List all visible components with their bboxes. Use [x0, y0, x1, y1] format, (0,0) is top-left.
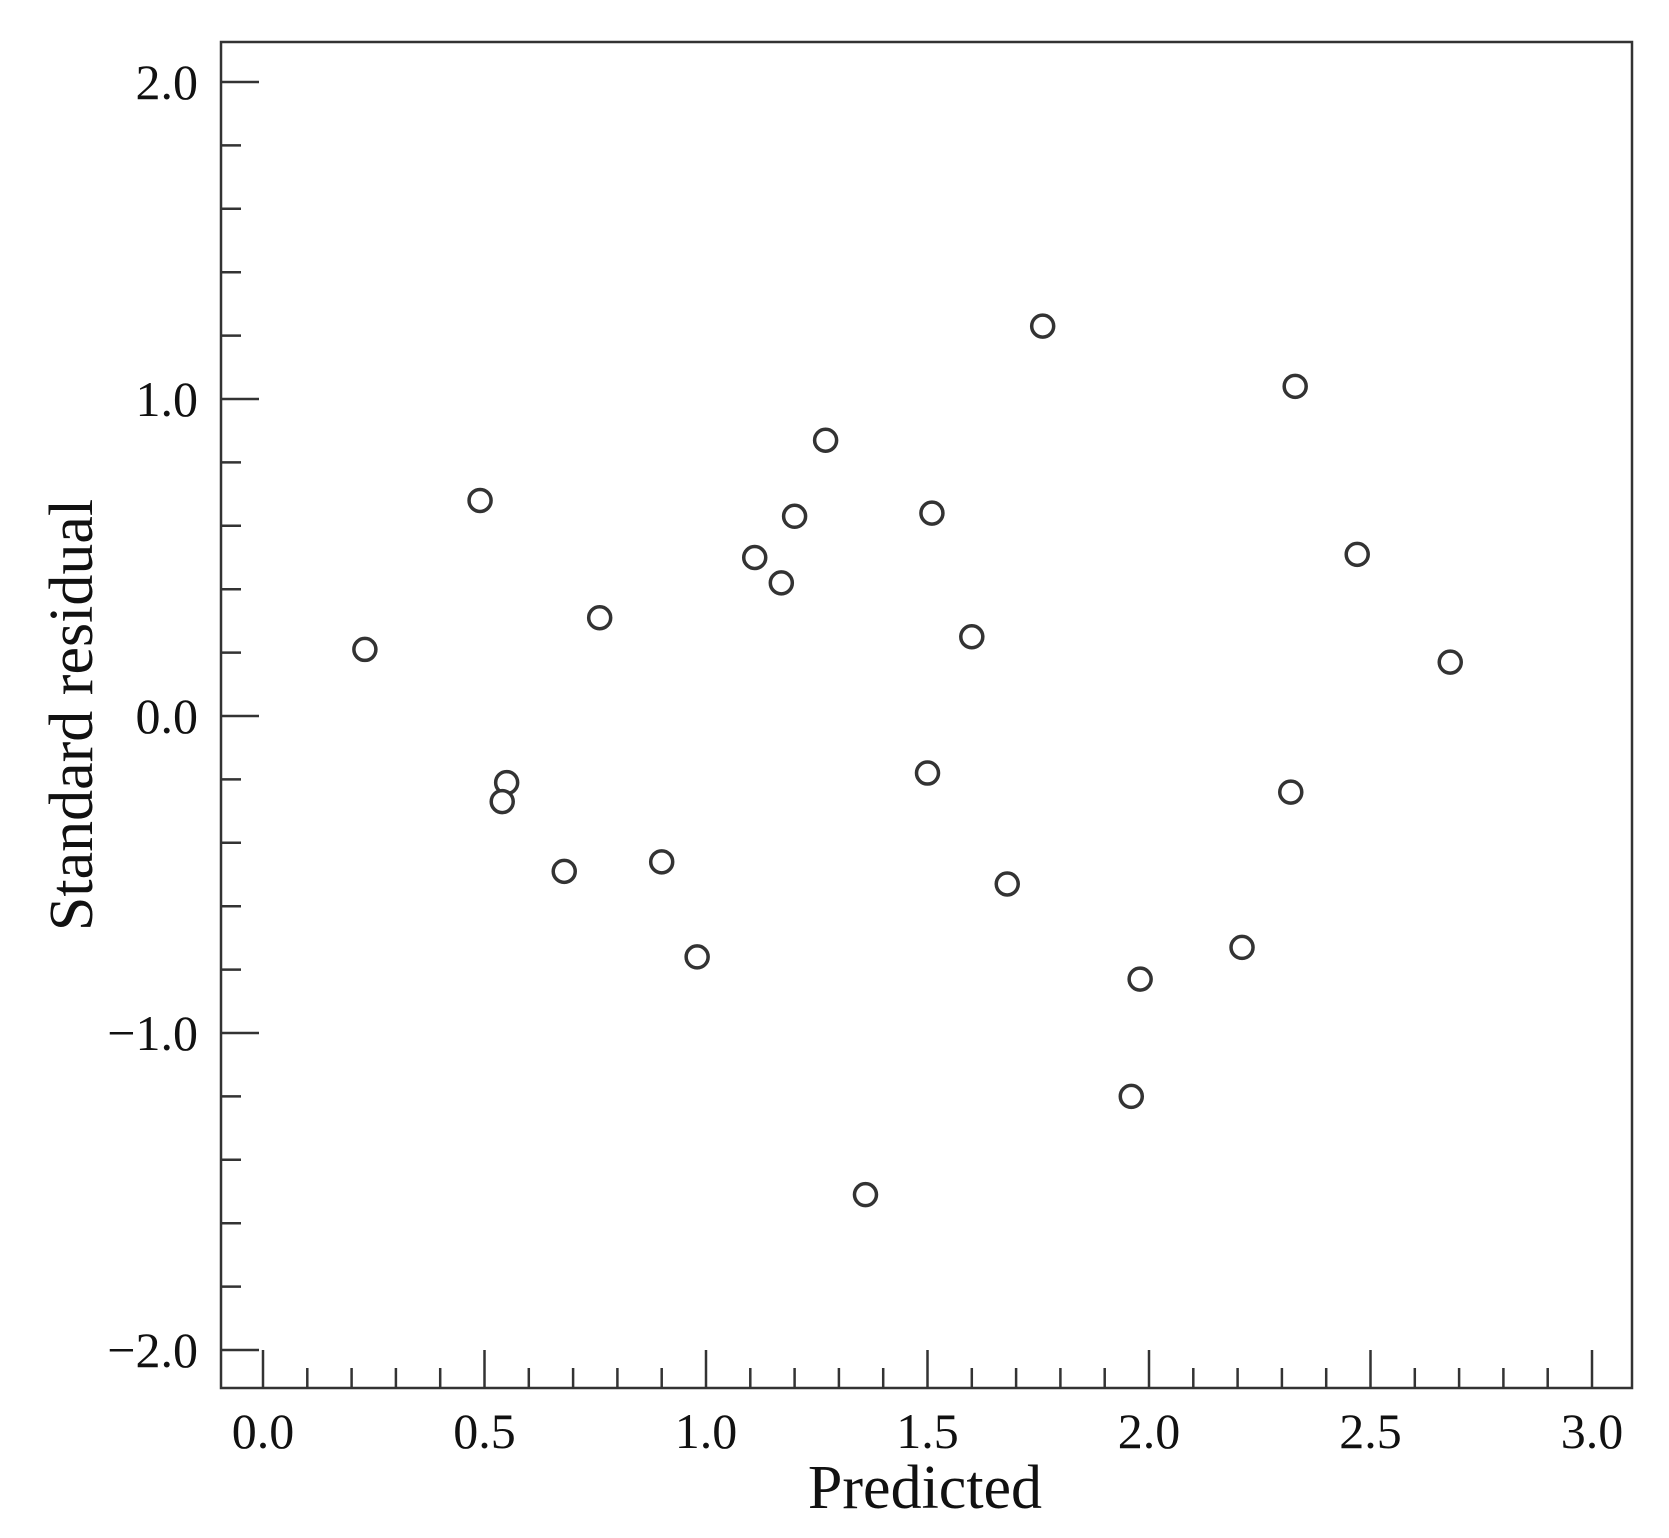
axis-ticks: [221, 80, 1594, 1388]
data-point: [1118, 1083, 1145, 1110]
data-point: [812, 427, 839, 453]
y-axis-title: Standard residual: [38, 499, 106, 931]
x-tick-labels: 0.0 0.5 1.0 1.5 2.0 2.5 3.0: [232, 1403, 1624, 1459]
data-point: [551, 858, 577, 885]
data-point: [648, 849, 675, 875]
data-point: [684, 944, 710, 970]
data-point: [1282, 373, 1308, 400]
data-point: [781, 503, 808, 530]
x-tick-label: 3.0: [1561, 1403, 1624, 1459]
x-tick-label: 1.0: [675, 1403, 738, 1459]
data-point: [959, 624, 985, 650]
x-tick-label: 2.5: [1339, 1403, 1402, 1459]
data-point: [586, 604, 613, 631]
data-point: [1344, 541, 1370, 568]
data-point: [1437, 649, 1463, 675]
data-point: [1278, 779, 1304, 805]
x-tick-label: 0.5: [453, 1403, 516, 1459]
data-point: [467, 487, 493, 514]
x-tick-label: 1.5: [896, 1403, 959, 1459]
y-tick-labels: 2.0 1.0 0.0 −1.0 −2.0: [107, 54, 198, 1378]
y-tick-label: −1.0: [107, 1005, 198, 1061]
x-tick-label: 2.0: [1118, 1403, 1181, 1459]
data-point: [1127, 966, 1153, 992]
plot-frame: [219, 40, 1634, 1390]
data-point: [1029, 313, 1056, 339]
y-tick-label: 0.0: [136, 688, 199, 744]
data-point: [352, 636, 378, 663]
data-point: [1229, 934, 1255, 961]
data-point: [741, 544, 768, 571]
data-points: [352, 313, 1463, 1208]
data-point: [914, 760, 941, 786]
y-tick-label: −2.0: [107, 1322, 198, 1378]
data-point: [768, 570, 795, 596]
y-tick-label: 1.0: [136, 371, 199, 427]
data-point: [994, 871, 1020, 897]
x-axis-title: Predicted: [808, 1454, 1042, 1522]
y-tick-label: 2.0: [136, 54, 199, 110]
data-point: [852, 1181, 879, 1208]
data-point: [919, 500, 945, 526]
data-point: [489, 788, 515, 815]
x-tick-label: 0.0: [232, 1403, 295, 1459]
